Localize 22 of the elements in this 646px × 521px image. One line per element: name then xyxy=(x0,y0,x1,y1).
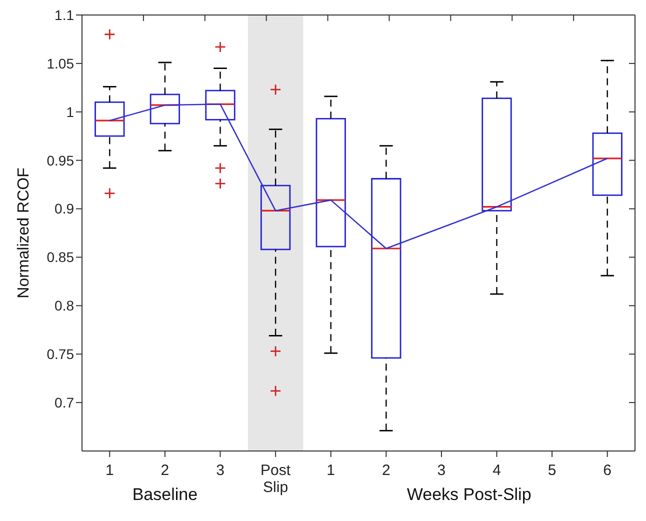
x-tick-label: 1 xyxy=(105,462,114,479)
x-tick-label: 3 xyxy=(216,462,224,479)
x-tick-label: 3 xyxy=(437,462,446,479)
x-tick-label: 5 xyxy=(548,462,556,479)
x-tick-label: 4 xyxy=(492,462,501,479)
y-tick-label: 0.75 xyxy=(46,346,74,362)
y-tick-label: 0.9 xyxy=(54,200,74,217)
x-tick-label: Post Slip xyxy=(260,462,292,496)
text: Baseline xyxy=(131,485,199,505)
x-tick-label: 6 xyxy=(603,462,612,479)
y-tick-label: 1.05 xyxy=(46,55,74,72)
y-tick-label: 0.7 xyxy=(54,394,74,411)
y-tick-label: 0.8 xyxy=(54,298,74,314)
text: Weeks Post-Slip xyxy=(406,485,532,505)
x-tick-label: 2 xyxy=(160,462,170,479)
y-tick-label: 0.85 xyxy=(46,249,74,266)
y-tick-label: 1 xyxy=(66,104,74,120)
y-tick-label: 1.1 xyxy=(54,6,74,23)
y-tick-label: 0.95 xyxy=(46,152,74,168)
x-tick-label: 2 xyxy=(382,462,390,479)
y-axis-title: Normalized RCOF xyxy=(16,167,33,298)
x-tick-label: 1 xyxy=(326,462,336,479)
